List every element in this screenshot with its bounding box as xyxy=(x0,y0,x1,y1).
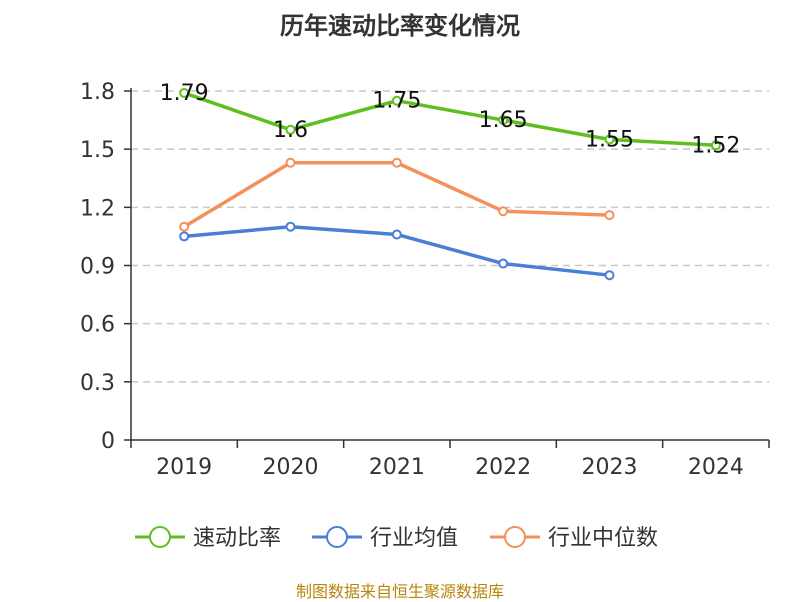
data-point xyxy=(179,221,190,232)
y-tick-label: 0.3 xyxy=(80,371,115,396)
legend-label: 行业均值 xyxy=(370,526,458,551)
y-tick-label: 1.8 xyxy=(80,80,115,105)
data-point xyxy=(604,134,615,145)
series xyxy=(179,87,721,281)
data-point xyxy=(604,210,615,221)
x-tick-label: 2022 xyxy=(475,455,531,480)
x-tick-label: 2019 xyxy=(156,455,212,480)
grid-lines xyxy=(131,90,769,383)
data-label: 1.65 xyxy=(479,108,528,133)
x-tick-label: 2024 xyxy=(688,455,744,480)
data-label: 1.75 xyxy=(372,89,421,114)
source-note: 制图数据来自恒生聚源数据库 xyxy=(295,582,504,601)
legend-item: 行业中位数 xyxy=(490,526,658,551)
data-point xyxy=(285,221,296,232)
series-line xyxy=(182,160,612,229)
y-tick-label: 0.9 xyxy=(80,255,115,280)
data-labels: 1.79 1.6 1.75 1.65 1.55 1.52 xyxy=(160,81,741,158)
legend-label: 行业中位数 xyxy=(548,526,658,551)
data-point xyxy=(391,95,402,106)
y-tick-label: 0.6 xyxy=(80,313,115,338)
legend-item: 行业均值 xyxy=(312,526,458,551)
data-label: 1.52 xyxy=(691,133,740,158)
data-point xyxy=(710,140,721,151)
data-point xyxy=(498,115,509,126)
data-point xyxy=(391,157,402,168)
chart-title: 历年速动比率变化情况 xyxy=(280,12,520,40)
legend-swatch-marker xyxy=(504,526,526,548)
data-point xyxy=(285,157,296,168)
data-point xyxy=(285,124,296,135)
data-label: 1.6 xyxy=(273,118,308,143)
data-label: 1.79 xyxy=(160,81,209,106)
data-point xyxy=(391,229,402,240)
y-tick-label: 1.2 xyxy=(80,196,115,221)
data-point xyxy=(179,231,190,242)
legend-swatch-marker xyxy=(149,526,171,548)
data-point xyxy=(498,258,509,269)
y-tick-label: 1.5 xyxy=(80,138,115,163)
data-point xyxy=(604,270,615,281)
data-point xyxy=(179,87,190,98)
data-label: 1.55 xyxy=(585,127,634,152)
x-tick-label: 2021 xyxy=(369,455,425,480)
y-tick-label: 0 xyxy=(101,429,115,454)
legend-swatch-marker xyxy=(326,526,348,548)
legend-label: 速动比率 xyxy=(193,526,281,551)
series-line xyxy=(182,91,718,148)
x-tick-label: 2023 xyxy=(582,455,638,480)
legend-item: 速动比率 xyxy=(135,526,281,551)
data-point xyxy=(498,206,509,217)
legend: 速动比率 行业均值 行业中位数 xyxy=(135,526,658,551)
axes: 0 0.3 0.6 0.9 1.2 1.5 1.8 2019 2020 2021 2022 2023 2… xyxy=(80,80,770,480)
x-tick-label: 2020 xyxy=(263,455,319,480)
